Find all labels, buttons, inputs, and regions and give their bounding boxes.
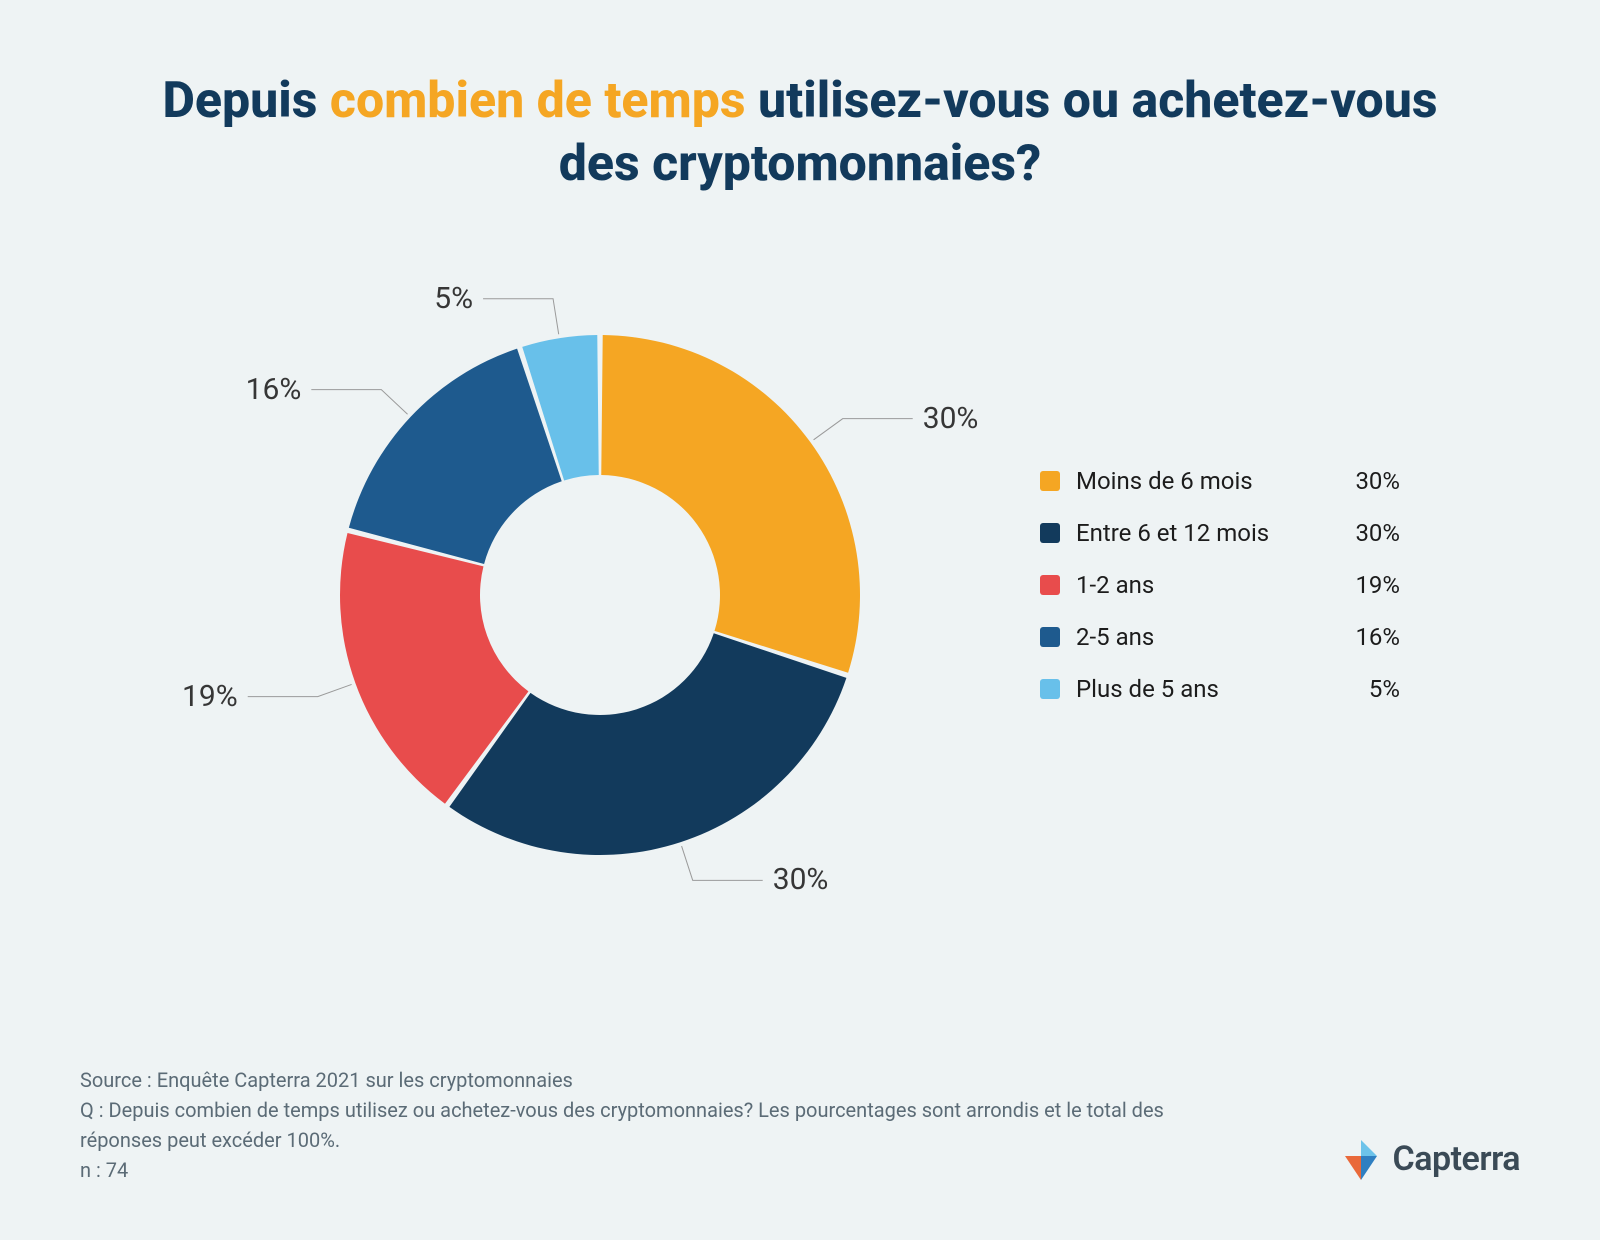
legend-item: Entre 6 et 12 mois 30% [1040, 507, 1400, 559]
donut-slice [449, 633, 846, 855]
title-emphasis: combien de temps [330, 72, 746, 130]
title-pre: Depuis [162, 72, 329, 130]
slice-label: 19% [182, 679, 238, 714]
brand: Capterra [1339, 1134, 1521, 1185]
legend-label: Plus de 5 ans [1076, 677, 1361, 701]
donut-slice [601, 335, 860, 673]
brand-name: Capterra [1393, 1134, 1521, 1185]
legend-label: 2-5 ans [1076, 625, 1347, 649]
footer-question: Q : Depuis combien de temps utilisez ou … [80, 1095, 1180, 1155]
donut-chart: 30%30%19%16%5% [200, 235, 980, 935]
leader-line [682, 846, 763, 880]
legend-label: Moins de 6 mois [1076, 469, 1347, 493]
leader-line [483, 299, 559, 335]
legend-label: 1-2 ans [1076, 573, 1347, 597]
donut-svg [200, 235, 980, 935]
slice-label: 30% [773, 862, 829, 897]
legend-label: Entre 6 et 12 mois [1076, 521, 1347, 545]
leader-line [311, 390, 407, 415]
legend-item: 2-5 ans 16% [1040, 611, 1400, 663]
donut-slice [349, 349, 562, 564]
legend-pct: 19% [1347, 573, 1400, 597]
legend-swatch [1040, 471, 1060, 491]
legend-swatch [1040, 679, 1060, 699]
footer-source: Source : Enquête Capterra 2021 sur les c… [80, 1065, 1180, 1095]
legend-item: Plus de 5 ans 5% [1040, 663, 1400, 715]
chart-row: 30% 30% 19% 16% 5% Moins de 6 mois 30% Entre… [80, 235, 1520, 935]
leader-line [248, 684, 352, 696]
legend-pct: 5% [1361, 677, 1400, 701]
capterra-logo-icon [1339, 1138, 1383, 1182]
legend-item: 1-2 ans 19% [1040, 559, 1400, 611]
leader-line [814, 419, 913, 440]
footer-n: n : 74 [80, 1155, 1180, 1185]
legend-pct: 30% [1347, 521, 1400, 545]
slice-label: 30% [923, 401, 979, 436]
legend-swatch [1040, 523, 1060, 543]
legend: Moins de 6 mois 30% Entre 6 et 12 mois 3… [1040, 455, 1400, 715]
footer: Source : Enquête Capterra 2021 sur les c… [80, 1065, 1520, 1185]
legend-item: Moins de 6 mois 30% [1040, 455, 1400, 507]
legend-pct: 16% [1347, 625, 1400, 649]
infographic-canvas: Depuis combien de temps utilisez-vous ou… [0, 0, 1600, 1240]
page-title: Depuis combien de temps utilisez-vous ou… [150, 70, 1450, 195]
legend-swatch [1040, 575, 1060, 595]
slice-label: 16% [246, 372, 302, 407]
legend-pct: 30% [1347, 469, 1400, 493]
slice-label: 5% [434, 281, 473, 316]
legend-swatch [1040, 627, 1060, 647]
